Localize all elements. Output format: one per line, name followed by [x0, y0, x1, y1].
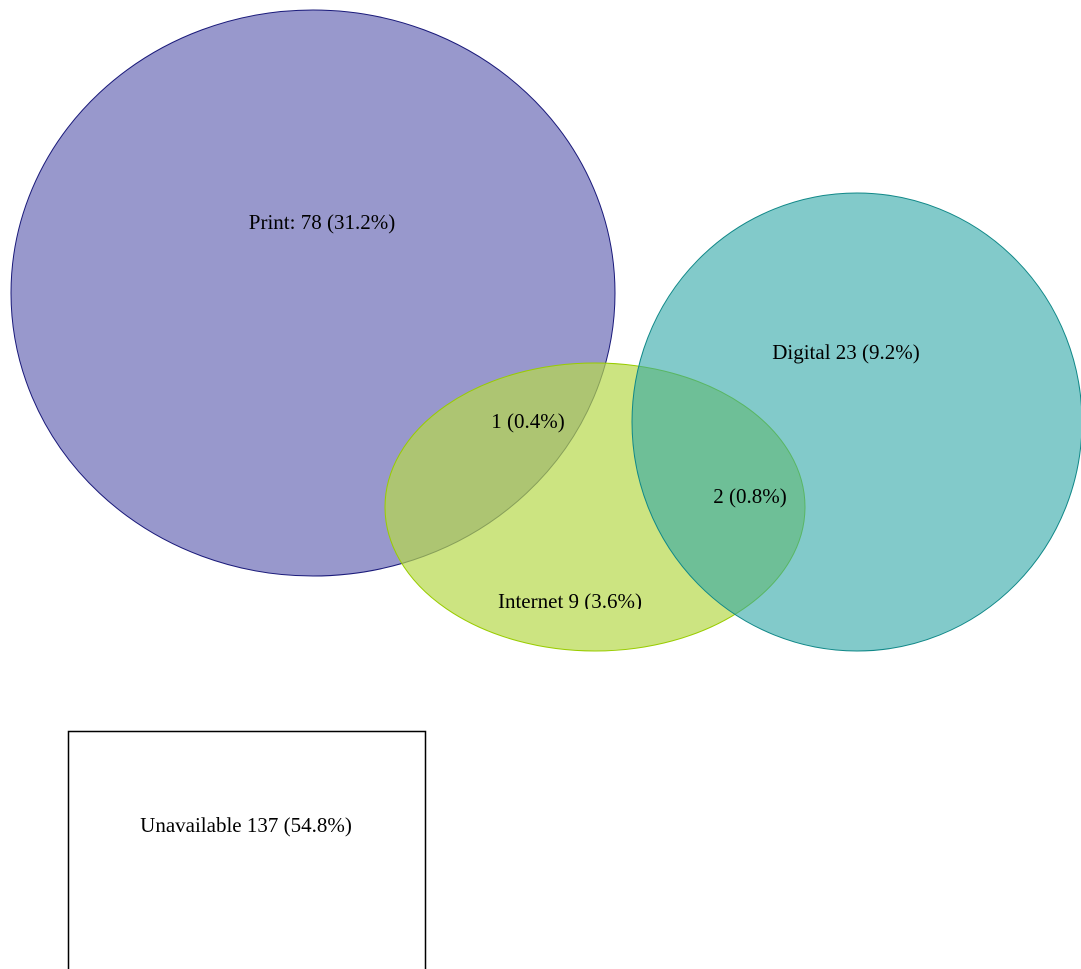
- set-label: Internet 9 (3.6%): [498, 589, 642, 613]
- outside-box: [67, 730, 427, 969]
- set-label: Digital 23 (9.2%): [772, 340, 920, 364]
- outside-label: Unavailable 137 (54.8%): [140, 813, 352, 837]
- intersection-label: 1 (0.4%): [491, 409, 564, 433]
- digital-set: [631, 192, 1081, 652]
- set-label: Print: 78 (31.2%): [249, 210, 395, 234]
- intersection-label: 2 (0.8%): [713, 484, 786, 508]
